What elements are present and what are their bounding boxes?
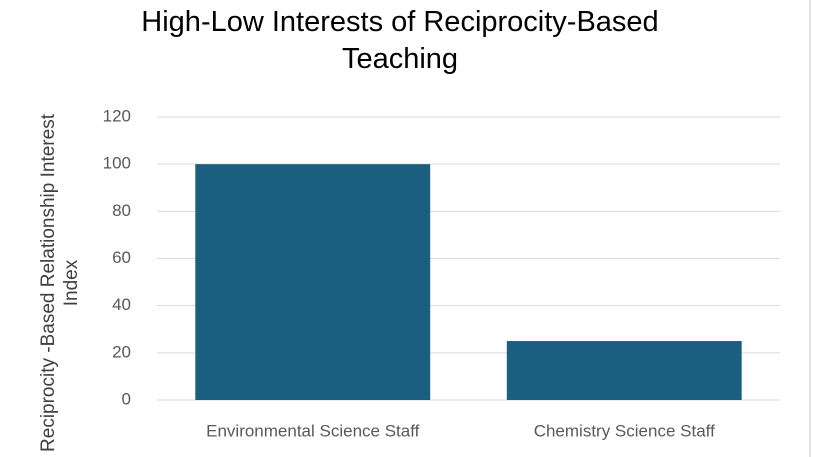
bar <box>195 164 431 400</box>
y-tick-label: 80 <box>112 201 131 220</box>
chart-title: High-Low Interests of Reciprocity-Based … <box>141 6 659 75</box>
y-tick-label: 20 <box>112 342 131 361</box>
x-tick-label: Environmental Science Staff <box>206 421 420 440</box>
y-tick-label: 60 <box>112 248 131 267</box>
y-tick-label: 0 <box>122 389 131 408</box>
y-axis-label: Reciprocity -Based Relationship Interest… <box>38 114 82 452</box>
y-tick-label: 100 <box>103 154 131 173</box>
y-tick-label: 40 <box>112 295 131 314</box>
x-tick-label: Chemistry Science Staff <box>534 421 715 440</box>
bar <box>506 341 742 400</box>
y-tick-label: 120 <box>103 106 131 125</box>
